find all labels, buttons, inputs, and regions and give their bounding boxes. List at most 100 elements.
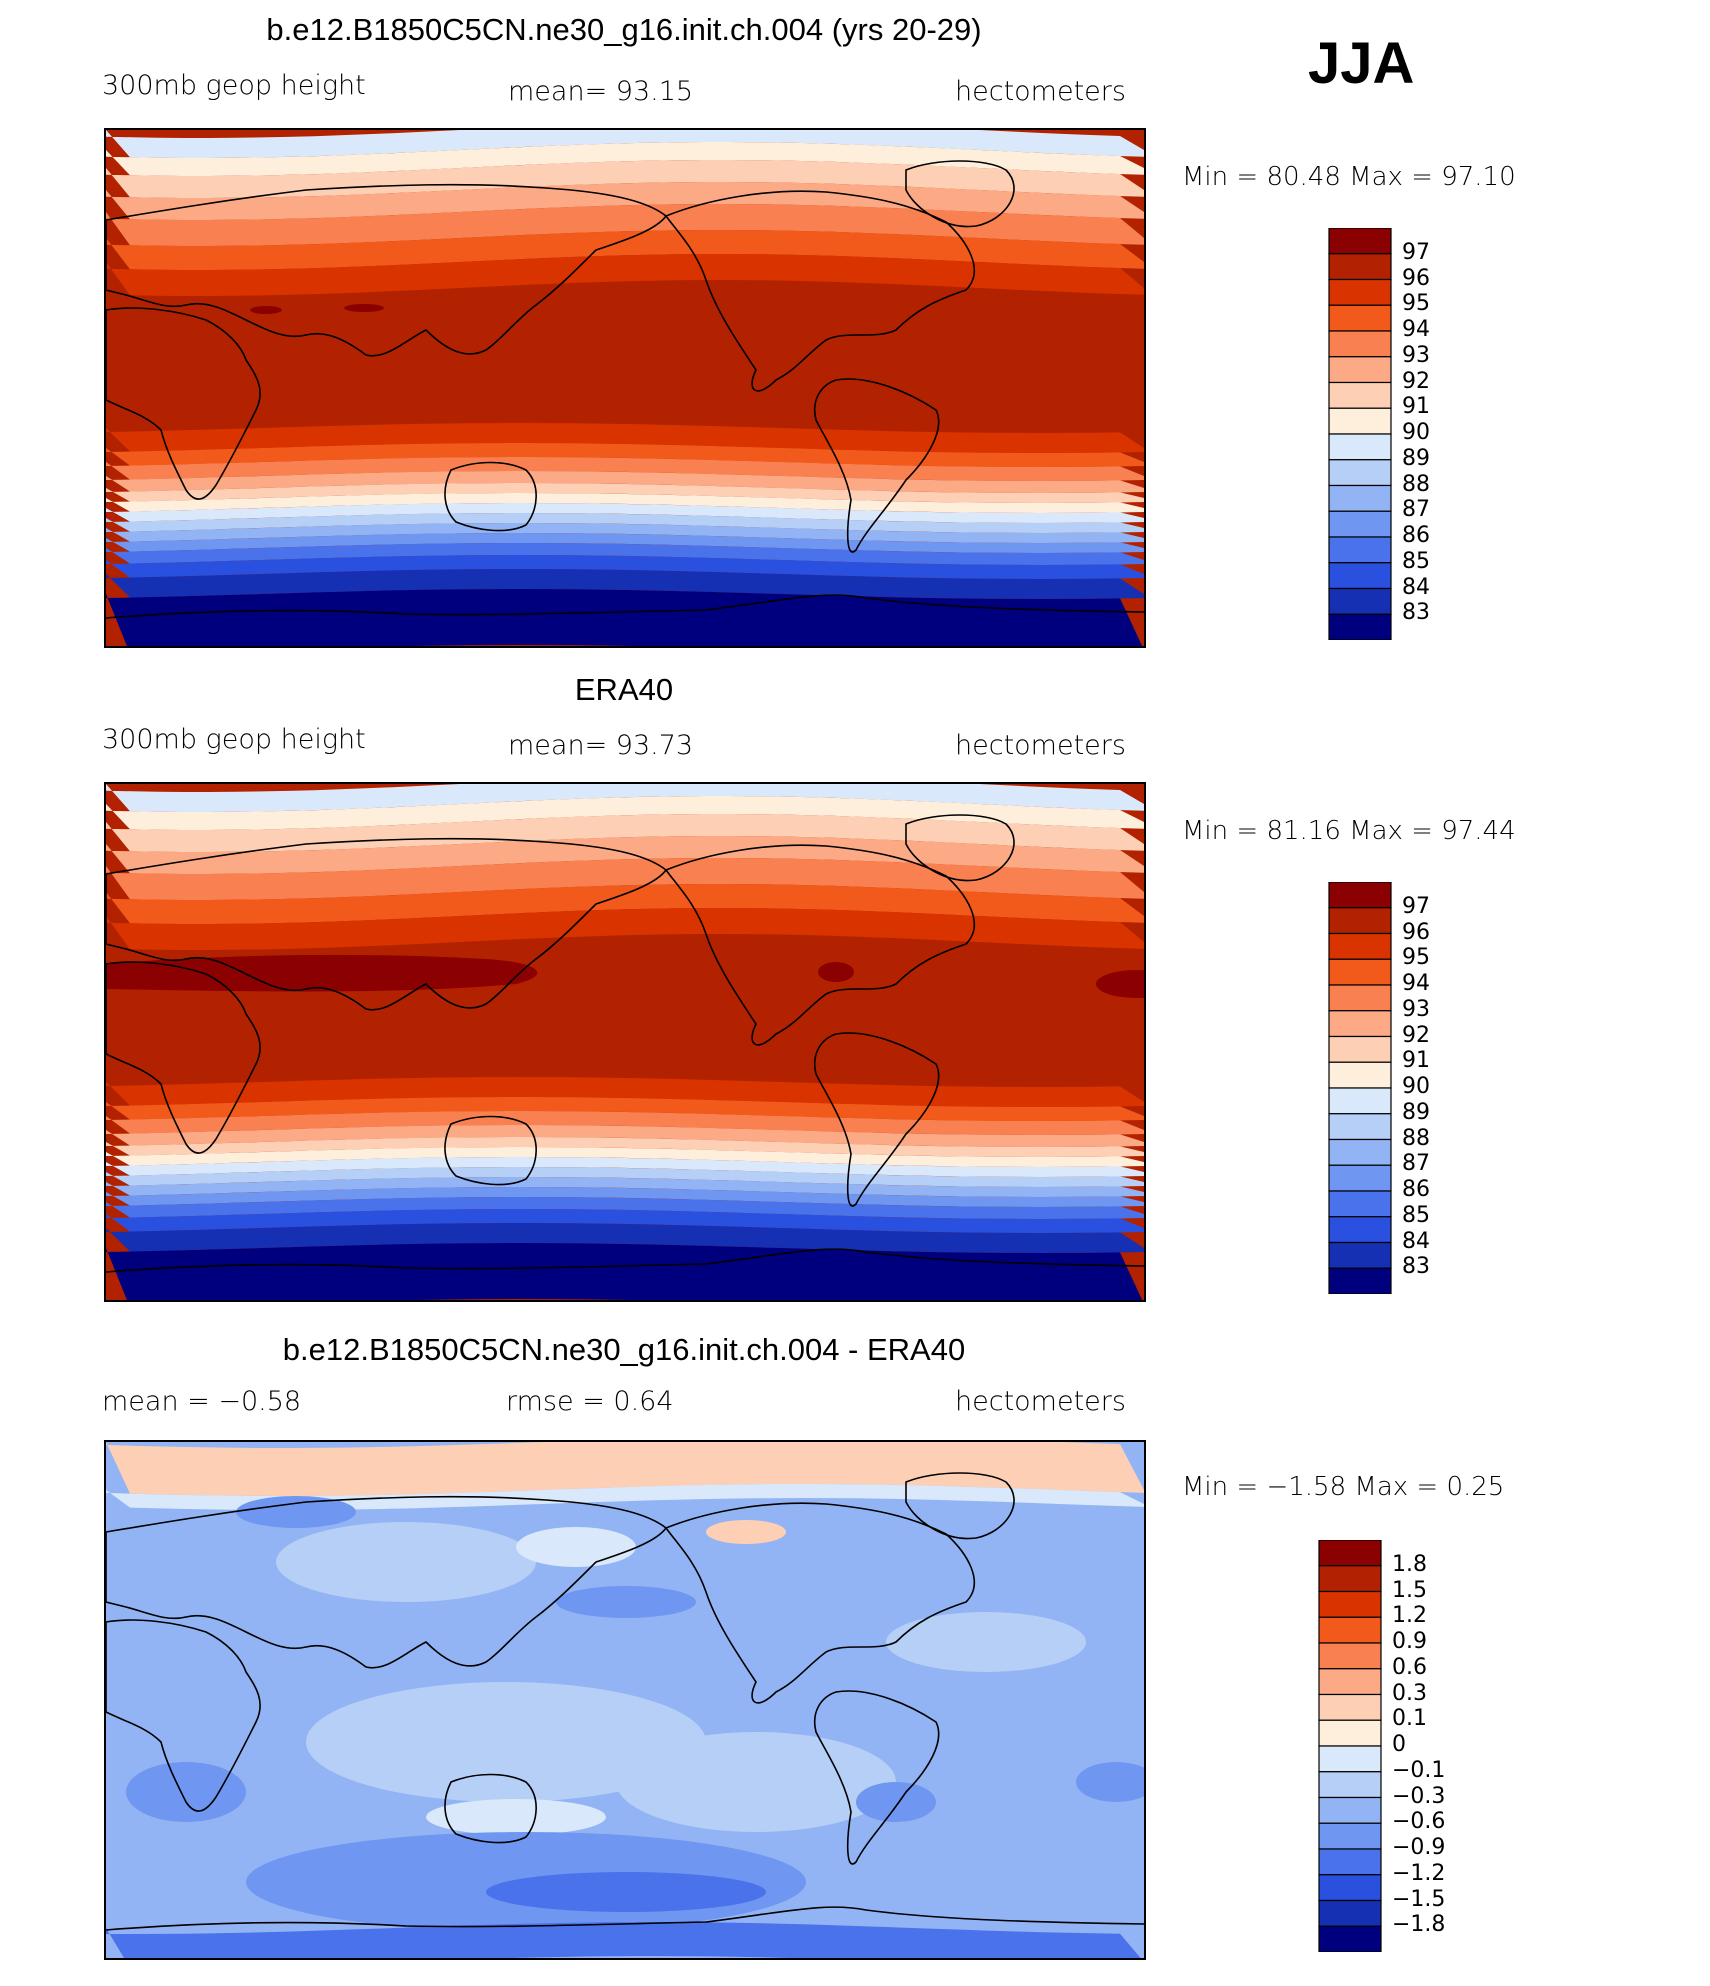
units-label: hectometers	[955, 1386, 1126, 1417]
colorbar-box	[1318, 1771, 1382, 1799]
contour-band	[106, 503, 1144, 523]
colorbar-box	[1318, 1565, 1382, 1593]
mean-label: mean = −0.58	[102, 1386, 302, 1417]
coastline	[106, 183, 667, 357]
colorbar-level-label: 86	[1402, 1177, 1430, 1202]
coastline	[106, 1906, 1144, 1931]
colorbar-box	[1328, 907, 1392, 935]
contour-band	[106, 457, 1144, 481]
colorbar-box	[1328, 356, 1392, 384]
colorbar-box	[1328, 882, 1392, 909]
max-contour	[106, 954, 538, 992]
colorbar-box	[1328, 1010, 1392, 1038]
colorbar-box	[1328, 1190, 1392, 1218]
contour-band	[106, 1197, 1144, 1219]
units-label: hectometers	[955, 730, 1126, 761]
colorbar-box	[1318, 1693, 1382, 1721]
contour-band	[106, 130, 1144, 158]
colorbar-level-label: 85	[1402, 548, 1430, 574]
contour-band	[106, 543, 1144, 565]
max-contour	[344, 304, 384, 312]
colorbar-box	[1318, 1616, 1382, 1644]
coastline	[905, 160, 1015, 228]
colorbar-box	[1328, 304, 1392, 332]
contour-band	[106, 784, 1144, 812]
contour-band	[106, 533, 1144, 553]
coastline	[905, 1472, 1015, 1540]
colorbar-level-label: 83	[1402, 1254, 1430, 1280]
colorbar-level-label: 96	[1402, 265, 1430, 291]
contour-band	[106, 483, 1144, 503]
coastline	[106, 961, 261, 1154]
contour-band	[106, 1243, 1143, 1300]
colorbar-box	[1318, 1642, 1382, 1670]
colorbar-box	[1328, 253, 1392, 281]
colorbar-level-label: −1.8	[1392, 1912, 1446, 1938]
coastline	[814, 378, 940, 553]
contour-band	[106, 443, 1144, 467]
min-max-label: Min = 81.16 Max = 97.44	[1182, 816, 1516, 846]
colorbar-level-label: −0.3	[1392, 1783, 1446, 1809]
contour-band	[106, 204, 1144, 246]
colorbar-box	[1328, 562, 1392, 590]
map-obs	[104, 782, 1146, 1302]
contour-band	[106, 1147, 1144, 1167]
mean-label: mean= 93.73	[508, 730, 694, 761]
rmse-label: rmse = 0.64	[506, 1386, 674, 1417]
colorbar-box	[1328, 1113, 1392, 1141]
contour-band	[106, 1484, 1144, 1510]
contour-band	[106, 1442, 1144, 1496]
colorbar-level-label: 0.6	[1392, 1654, 1427, 1680]
colorbar-box	[1318, 1796, 1382, 1824]
contour-band	[556, 1586, 696, 1618]
colorbar-box	[1328, 1061, 1392, 1089]
contour-band	[276, 1522, 536, 1602]
colorbar-box	[1318, 1874, 1382, 1902]
season-label: JJA	[1308, 31, 1415, 96]
coastline	[444, 1773, 537, 1844]
coastline	[106, 1619, 261, 1812]
contour-band	[106, 182, 1144, 220]
contour-band	[106, 858, 1144, 900]
colorbar-box	[1328, 433, 1392, 461]
colorbar-level-label: −0.1	[1392, 1757, 1446, 1783]
colorbar-level-label: 86	[1402, 523, 1430, 548]
coastline	[814, 1690, 940, 1865]
variable-label: 300mb geop height	[102, 724, 366, 755]
colorbar-box	[1328, 587, 1392, 615]
contour-band	[106, 569, 1144, 599]
colorbar-box	[1328, 613, 1392, 640]
contour-band	[616, 1732, 896, 1832]
colorbar-box	[1328, 536, 1392, 564]
contour-band	[106, 1125, 1144, 1147]
colorbar-level-label: 1.2	[1392, 1603, 1427, 1629]
colorbar-level-label: 90	[1402, 420, 1430, 445]
contour-band	[1076, 1762, 1144, 1802]
contour-band	[106, 555, 1144, 579]
contour-band	[106, 1111, 1144, 1135]
contour-band	[106, 1223, 1144, 1253]
contour-band	[106, 796, 1144, 830]
colorbar-level-label: 0	[1392, 1732, 1406, 1757]
colorbar-box	[1328, 459, 1392, 487]
map-diff	[104, 1440, 1146, 1960]
colorbar-box	[1328, 958, 1392, 986]
colorbar-level-label: −1.5	[1392, 1886, 1446, 1912]
coastline	[106, 594, 1144, 619]
colorbar-box	[1318, 1745, 1382, 1773]
colorbar-box	[1328, 228, 1392, 255]
colorbar-box	[1318, 1848, 1382, 1876]
coastline	[106, 1248, 1144, 1273]
contour-band	[236, 1496, 356, 1528]
max-contour	[1096, 970, 1144, 998]
colorbar-level-label: 84	[1402, 574, 1430, 600]
colorbar-box	[1328, 1087, 1392, 1115]
coastline	[444, 1115, 537, 1186]
colorbar-box	[1328, 330, 1392, 358]
max-contour	[250, 306, 282, 314]
colorbar-level-label: 93	[1402, 342, 1430, 368]
colorbar-box	[1328, 932, 1392, 960]
colorbar-box	[1318, 1668, 1382, 1696]
colorbar-level-label: 88	[1402, 1125, 1430, 1151]
colorbar-level-label: 94	[1402, 317, 1430, 342]
